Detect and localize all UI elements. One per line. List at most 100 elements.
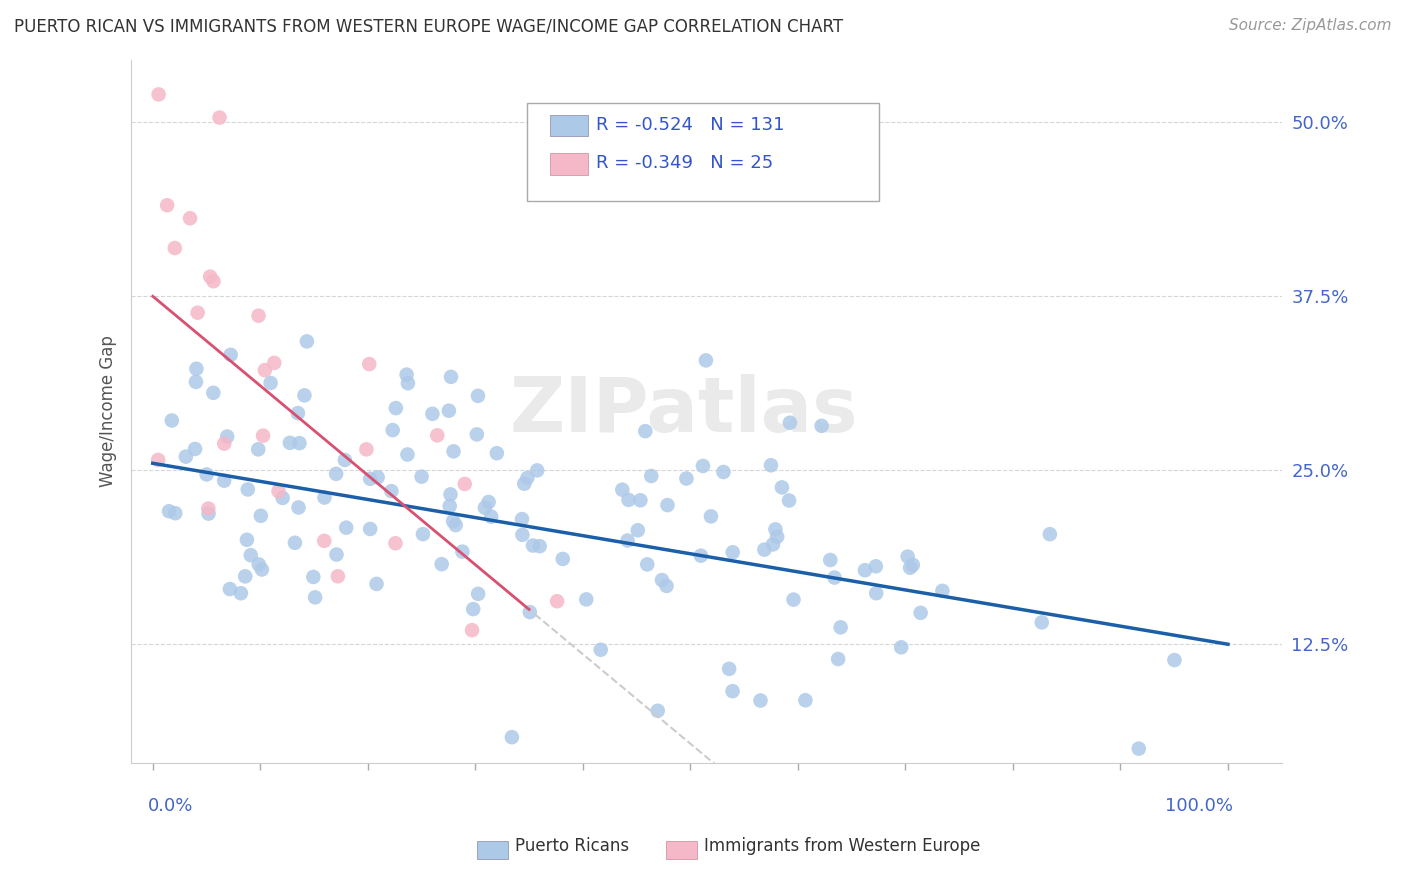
Point — [212, 474, 235, 488]
Point — [314, 491, 336, 505]
Point — [853, 563, 876, 577]
Point — [249, 508, 271, 523]
Point — [910, 606, 932, 620]
Point — [485, 446, 508, 460]
Point — [217, 429, 239, 443]
Point — [295, 334, 318, 349]
Point — [233, 569, 256, 583]
Point — [186, 361, 208, 376]
Point — [247, 309, 270, 323]
Point — [396, 376, 419, 391]
Text: 100.0%: 100.0% — [1166, 797, 1233, 815]
Text: 0.0%: 0.0% — [148, 797, 193, 815]
Point — [219, 348, 242, 362]
Point — [218, 582, 240, 596]
Point — [830, 620, 852, 634]
Point — [148, 87, 170, 102]
Point — [380, 484, 402, 499]
Point — [165, 506, 187, 520]
Point — [229, 586, 252, 600]
Point — [367, 470, 389, 484]
Point — [778, 493, 800, 508]
Point — [430, 557, 453, 571]
Point — [325, 467, 347, 481]
Point — [451, 544, 474, 558]
Point — [443, 444, 465, 458]
Point — [647, 704, 669, 718]
Point — [612, 483, 634, 497]
Text: Puerto Ricans: Puerto Ricans — [515, 837, 628, 855]
Point — [766, 530, 789, 544]
Text: R = -0.524   N = 131: R = -0.524 N = 131 — [596, 116, 785, 134]
Point — [247, 558, 270, 572]
Point — [1128, 741, 1150, 756]
Point — [252, 428, 274, 442]
Point — [589, 642, 612, 657]
Point — [770, 480, 793, 494]
Point — [259, 376, 281, 390]
Point — [529, 539, 551, 553]
Point — [384, 536, 406, 550]
Point — [824, 570, 846, 584]
Point — [437, 403, 460, 417]
Point — [1163, 653, 1185, 667]
Point — [304, 591, 326, 605]
Point — [395, 368, 418, 382]
Point — [1031, 615, 1053, 630]
Point — [236, 533, 259, 547]
Point — [636, 558, 658, 572]
Point — [439, 487, 461, 501]
Point — [655, 579, 678, 593]
Point — [616, 533, 638, 548]
Point — [501, 730, 523, 744]
Point — [575, 592, 598, 607]
Point — [197, 507, 219, 521]
Point — [253, 363, 276, 377]
Point — [513, 476, 536, 491]
Text: R = -0.349   N = 25: R = -0.349 N = 25 — [596, 154, 773, 172]
Point — [759, 458, 782, 473]
Point — [467, 587, 489, 601]
Point — [551, 552, 574, 566]
Point — [519, 605, 541, 619]
Text: PUERTO RICAN VS IMMIGRANTS FROM WESTERN EUROPE WAGE/INCOME GAP CORRELATION CHART: PUERTO RICAN VS IMMIGRANTS FROM WESTERN … — [14, 18, 844, 36]
Point — [890, 640, 912, 655]
Point — [288, 436, 311, 450]
Point — [526, 463, 548, 477]
Point — [444, 518, 467, 533]
Point — [749, 693, 772, 707]
Point — [718, 662, 741, 676]
Text: Immigrants from Western Europe: Immigrants from Western Europe — [704, 837, 981, 855]
Point — [634, 424, 657, 438]
Point — [287, 406, 309, 420]
Point — [335, 521, 357, 535]
Point — [439, 499, 461, 513]
Point — [333, 453, 356, 467]
Point — [1039, 527, 1062, 541]
Point — [314, 533, 336, 548]
Point — [411, 469, 433, 483]
Point — [267, 484, 290, 499]
Point — [782, 592, 804, 607]
Point — [762, 537, 785, 551]
Point — [901, 558, 924, 572]
Point — [754, 542, 776, 557]
Point — [617, 492, 640, 507]
Point — [179, 211, 201, 226]
Point — [146, 453, 169, 467]
Point — [208, 111, 231, 125]
Y-axis label: Wage/Income Gap: Wage/Income Gap — [100, 335, 117, 487]
Point — [287, 500, 309, 515]
Point — [865, 559, 887, 574]
Point — [931, 583, 953, 598]
Point — [897, 549, 920, 564]
Point — [198, 269, 221, 284]
Point — [187, 306, 209, 320]
Point — [160, 413, 183, 427]
Point — [250, 562, 273, 576]
Point — [827, 652, 849, 666]
Point — [765, 522, 787, 536]
Point — [247, 442, 270, 457]
Point — [467, 389, 489, 403]
Point — [478, 495, 501, 509]
